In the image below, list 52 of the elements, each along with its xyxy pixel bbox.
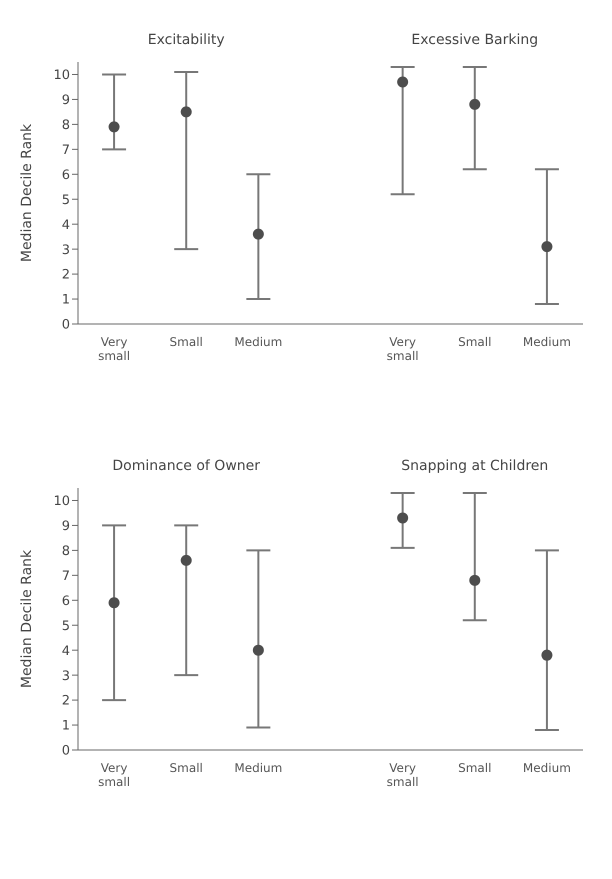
point	[469, 574, 480, 586]
y-tick-label: 0	[62, 744, 70, 759]
x-tick-label: Medium	[234, 335, 282, 349]
y-tick-label: 1	[62, 292, 70, 308]
point	[541, 241, 552, 252]
x-tick-label: Small	[170, 335, 203, 349]
y-tick-label: 10	[53, 494, 70, 510]
point	[541, 650, 552, 661]
y-tick-label: 3	[62, 668, 70, 684]
point	[469, 98, 480, 110]
y-tick-label: 4	[62, 644, 70, 659]
point	[108, 597, 120, 608]
x-tick-label: Small	[458, 335, 492, 349]
x-tick-label: Very small	[386, 335, 419, 363]
point	[252, 228, 264, 240]
point	[252, 644, 264, 656]
x-tick-label: Very small	[386, 761, 419, 789]
point	[180, 554, 192, 566]
x-tick-label: Medium	[522, 335, 571, 349]
y-tick-label: 2	[62, 694, 70, 709]
text: Excitability	[146, 32, 226, 48]
x-tick-label: Very small	[98, 761, 130, 789]
x-tick-label: Small	[170, 761, 203, 775]
y-tick-label: 8	[62, 118, 70, 133]
y-tick-label: 3	[62, 242, 70, 258]
y-tick-label: 7	[62, 568, 70, 584]
point	[397, 76, 408, 88]
x-tick-label: Very small	[98, 335, 130, 363]
y-tick-label: 9	[62, 93, 70, 108]
text: Excessive Barking	[410, 32, 540, 48]
y-tick-label: 2	[62, 268, 70, 283]
y-tick-label: 9	[62, 519, 70, 534]
point	[180, 106, 192, 118]
y-tick-label: 8	[62, 544, 70, 559]
y-tick-label: 0	[62, 318, 70, 333]
text: Dominance of Owner	[111, 458, 262, 474]
x-tick-label: Medium	[522, 761, 571, 775]
y-axis-title: Median Decile Rank	[18, 548, 35, 688]
y-tick-label: 5	[62, 192, 70, 208]
y-tick-label: 6	[62, 168, 70, 183]
y-tick-label: 7	[62, 142, 70, 158]
y-tick-label: 10	[53, 68, 70, 84]
y-tick-label: 1	[62, 718, 70, 734]
text: Snapping at Children	[400, 458, 550, 474]
point	[397, 512, 408, 524]
x-tick-label: Medium	[234, 761, 282, 775]
y-tick-label: 4	[62, 218, 70, 233]
x-tick-label: Small	[458, 761, 492, 775]
y-axis-title: Median Decile Rank	[18, 122, 35, 262]
point	[108, 121, 120, 132]
y-tick-label: 6	[62, 594, 70, 609]
y-tick-label: 5	[62, 618, 70, 634]
